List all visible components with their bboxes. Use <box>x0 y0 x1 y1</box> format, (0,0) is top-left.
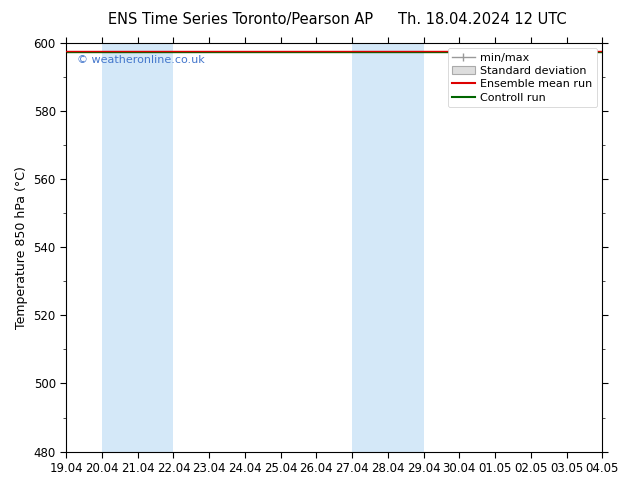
Bar <box>602 43 634 452</box>
Text: © weatheronline.co.uk: © weatheronline.co.uk <box>77 55 205 65</box>
Bar <box>352 43 424 452</box>
Text: Th. 18.04.2024 12 UTC: Th. 18.04.2024 12 UTC <box>398 12 566 27</box>
Text: ENS Time Series Toronto/Pearson AP: ENS Time Series Toronto/Pearson AP <box>108 12 373 27</box>
Bar <box>102 43 174 452</box>
Legend: min/max, Standard deviation, Ensemble mean run, Controll run: min/max, Standard deviation, Ensemble me… <box>448 48 597 107</box>
Y-axis label: Temperature 850 hPa (°C): Temperature 850 hPa (°C) <box>15 166 28 328</box>
